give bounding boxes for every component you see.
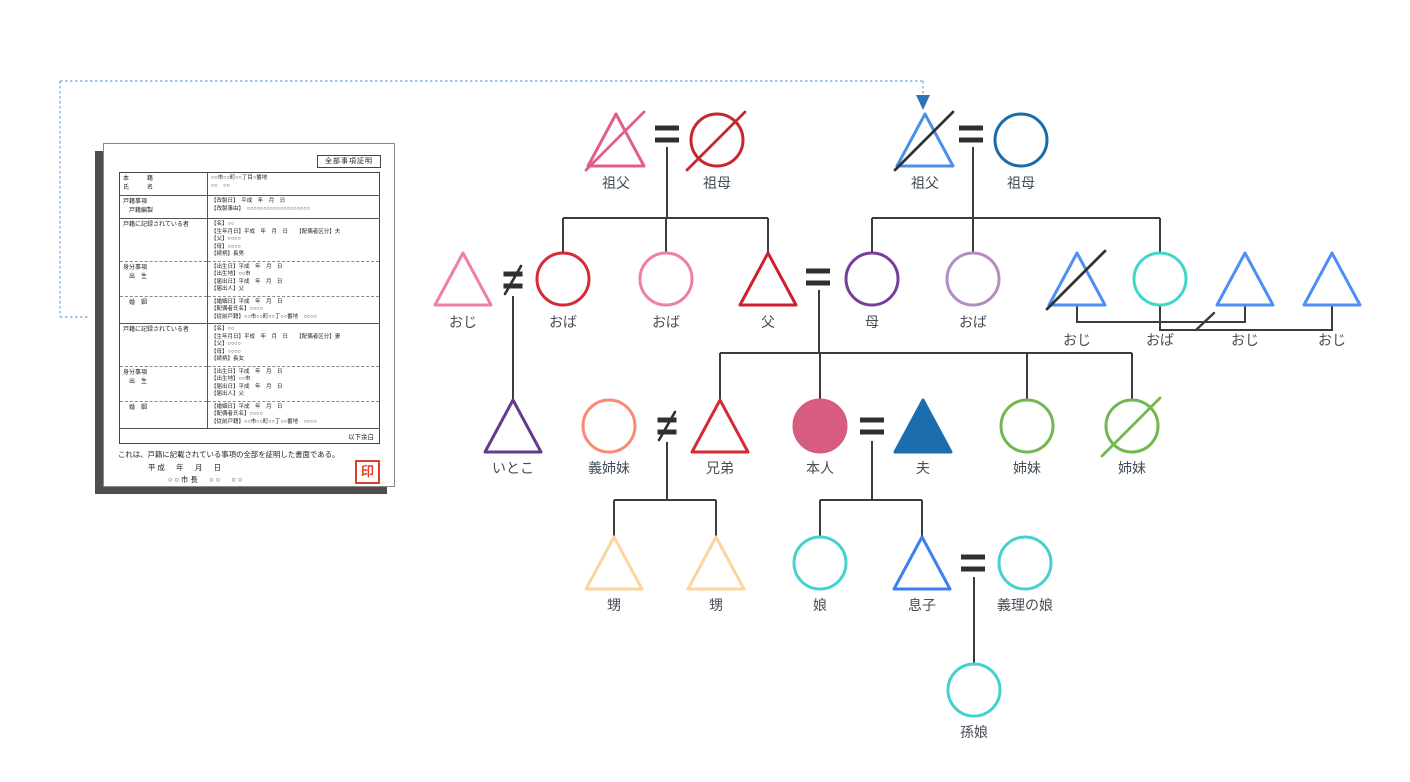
aunt-paternal-symbol xyxy=(638,251,694,307)
granddaughter-label: 孫娘 xyxy=(960,724,988,740)
doc-row-mibun-2-birth: 身分事項 出 生【出生日】平成 年 月 日【出生地】○○市 【届出日】平成 年 月… xyxy=(119,366,380,402)
paternal-grandmother-label: 祖母 xyxy=(703,175,731,191)
document-page: 全部事項証明 本 籍氏 名 ○○市○○町○○丁目○番地 ○○ ○○ 戸籍事項 戸籍編製… xyxy=(103,143,395,487)
nephew-2-symbol xyxy=(686,535,746,591)
doc-row-blank-note: 以下余白 xyxy=(348,434,374,441)
father-symbol xyxy=(738,251,798,307)
pointer-arrowhead-icon xyxy=(916,95,930,110)
doc-row-person-1: 戸籍に記録されている者 【名】○○ 【生年月日】平成 年 月 日 【配偶者区分】夫【… xyxy=(119,218,380,262)
uncle-maternal-3-symbol xyxy=(1302,251,1362,307)
cousin-symbol xyxy=(483,398,543,454)
sister-1-label: 姉妹 xyxy=(1013,460,1041,476)
uncle-maternal-2-label: おじ xyxy=(1231,332,1259,348)
granddaughter-symbol xyxy=(946,662,1002,718)
daughter-in-law-symbol xyxy=(997,535,1053,591)
maternal-grandfather-deceased-slash xyxy=(893,110,955,172)
uncle-maternal-deceased-label: おじ xyxy=(1063,332,1091,348)
husband-symbol xyxy=(893,398,953,454)
uncle-maternal-deceased-deceased-slash xyxy=(1045,249,1107,311)
aunt-maternal-2-symbol xyxy=(1132,251,1188,307)
daughter-in-law-label: 義理の娘 xyxy=(997,597,1053,613)
paternal-grandmother-symbol xyxy=(689,112,745,168)
paternal-grandfather-deceased-slash xyxy=(584,110,646,172)
nephew-2-label: 甥 xyxy=(709,597,723,613)
doc-row-mibun-2-marriage: 婚 姻【婚姻日】平成 年 月 日【配偶者氏名】○○○○ 【従前戸籍】○○市○○町○… xyxy=(119,401,380,429)
husband-label: 夫 xyxy=(916,460,930,476)
connector-line xyxy=(1159,304,1333,331)
uncle-maternal-3-label: おじ xyxy=(1318,332,1346,348)
father-label: 父 xyxy=(761,314,775,330)
mayor-line: ○○市長 ○○ ○○ xyxy=(168,475,245,484)
uncle-maternal-2-symbol xyxy=(1215,251,1275,307)
divorce-not-equals-symbol xyxy=(657,417,677,423)
sister-1-symbol xyxy=(999,398,1055,454)
sister-2-symbol xyxy=(1104,398,1160,454)
doc-row-mibun-1-birth: 身分事項 出 生【出生日】平成 年 月 日【出生地】○○市 【届出日】平成 年 月… xyxy=(119,261,380,297)
marriage-equals-symbol xyxy=(959,137,983,143)
doc-row-person-2: 戸籍に記録されている者 【名】○○ 【生年月日】平成 年 月 日 【配偶者区分】妻【… xyxy=(119,323,380,367)
paternal-grandmother-deceased-slash xyxy=(685,110,747,172)
uncle-by-marriage-symbol xyxy=(433,251,493,307)
uncle-maternal-deceased-symbol xyxy=(1047,251,1107,307)
divorce-slash xyxy=(657,410,677,442)
doc-row-koseki-jiko: 戸籍事項 戸籍編製 【改製日】 平成 年 月 日【改製事由】 ○○○○○○○○○○… xyxy=(119,195,380,219)
uncle-by-marriage-label: おじ xyxy=(449,314,477,330)
marriage-equals-symbol xyxy=(655,125,679,131)
marriage-equals-symbol xyxy=(961,554,985,560)
divorce-not-equals-symbol xyxy=(503,283,523,289)
aunt-divorced-label: おば xyxy=(549,314,577,330)
self-label: 本人 xyxy=(806,460,834,476)
aunt-maternal-2-label: おば xyxy=(1146,332,1174,348)
daughter-label: 娘 xyxy=(813,597,827,613)
nephew-1-label: 甥 xyxy=(607,597,621,613)
sister-2-deceased-slash xyxy=(1100,396,1162,458)
paternal-grandfather-symbol xyxy=(586,112,646,168)
aunt-divorced-symbol xyxy=(535,251,591,307)
marriage-equals-symbol xyxy=(860,417,884,423)
self-symbol xyxy=(792,398,848,454)
cousin-label: いとこ xyxy=(492,460,534,476)
aunt-maternal-1-symbol xyxy=(945,251,1001,307)
doc-row-honseki: 本 籍氏 名 ○○市○○町○○丁目○番地 ○○ ○○ xyxy=(119,172,380,196)
certification-statement: これは、戸籍に記載されている事項の全部を証明した書面である。 xyxy=(118,450,340,459)
divorce-slash-on-line xyxy=(1194,311,1216,332)
divorce-not-equals-symbol xyxy=(503,271,523,277)
marriage-equals-symbol xyxy=(860,429,884,435)
mother-label: 母 xyxy=(865,314,879,330)
aunt-maternal-1-label: おば xyxy=(959,314,987,330)
son-symbol xyxy=(892,535,952,591)
daughter-symbol xyxy=(792,535,848,591)
paternal-grandfather-label: 祖父 xyxy=(602,175,630,191)
marriage-equals-symbol xyxy=(961,566,985,572)
aunt-paternal-label: おば xyxy=(652,314,680,330)
brother-label: 兄弟 xyxy=(706,460,734,476)
son-label: 息子 xyxy=(908,597,936,613)
maternal-grandfather-symbol xyxy=(895,112,955,168)
sister-in-law-symbol xyxy=(581,398,637,454)
divorce-slash xyxy=(503,264,523,296)
maternal-grandmother-label: 祖母 xyxy=(1007,175,1035,191)
sister-2-label: 姉妹 xyxy=(1118,460,1146,476)
divorce-not-equals-symbol xyxy=(657,429,677,435)
doc-row-mibun-1-marriage: 婚 姻【婚姻日】平成 年 月 日【配偶者氏名】○○○○ 【従前戸籍】○○市○○町○… xyxy=(119,296,380,324)
marriage-equals-symbol xyxy=(806,268,830,274)
nephew-1-symbol xyxy=(584,535,644,591)
marriage-equals-symbol xyxy=(806,280,830,286)
mother-symbol xyxy=(844,251,900,307)
date-line: 平成 年 月 日 xyxy=(148,463,224,472)
marriage-equals-symbol xyxy=(959,125,983,131)
sister-in-law-label: 義姉妹 xyxy=(588,460,630,476)
maternal-grandfather-label: 祖父 xyxy=(911,175,939,191)
marriage-equals-symbol xyxy=(655,137,679,143)
seal-stamp: 印 xyxy=(354,460,380,484)
maternal-grandmother-symbol xyxy=(993,112,1049,168)
koseki-table: 本 籍氏 名 ○○市○○町○○丁目○番地 ○○ ○○ 戸籍事項 戸籍編製 【改製日】 平… xyxy=(119,172,380,444)
brother-symbol xyxy=(690,398,750,454)
certificate-type-box: 全部事項証明 xyxy=(317,155,381,168)
